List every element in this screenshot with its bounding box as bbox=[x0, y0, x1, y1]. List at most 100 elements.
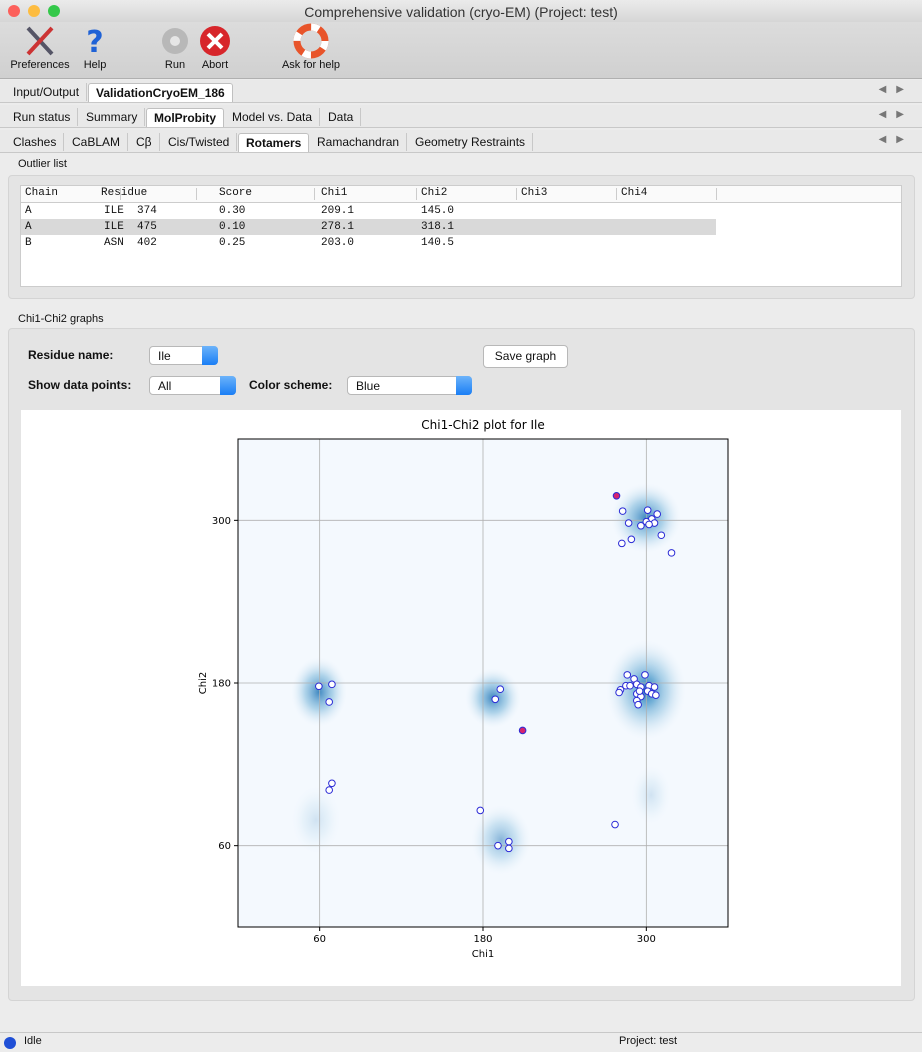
scheme-select[interactable]: Blue bbox=[347, 376, 472, 395]
status-indicator bbox=[4, 1037, 16, 1049]
column-divider bbox=[120, 188, 121, 200]
toolbar-label[interactable]: Help bbox=[83, 59, 107, 71]
save-graph-button[interactable]: Save graph bbox=[483, 345, 568, 368]
data-point bbox=[667, 549, 676, 557]
data-point bbox=[325, 786, 333, 794]
svg-text:?: ? bbox=[86, 25, 103, 60]
ask-help-icon[interactable] bbox=[293, 23, 329, 59]
points-select[interactable]: All bbox=[149, 376, 236, 395]
data-point bbox=[328, 680, 336, 689]
section-label: Outlier list bbox=[18, 158, 67, 170]
x-tick-label: 300 bbox=[637, 934, 656, 945]
data-point bbox=[657, 531, 666, 540]
residue-select[interactable]: Ile bbox=[149, 346, 218, 365]
data-point bbox=[494, 841, 502, 850]
tab[interactable]: Input/Output bbox=[6, 83, 88, 101]
data-point bbox=[496, 685, 505, 694]
tab-bar: ◀▶ Input/Output ValidationCryoEM_186 bbox=[0, 80, 922, 103]
density-blob bbox=[291, 785, 341, 855]
tab[interactable]: Summary bbox=[79, 108, 146, 126]
tab[interactable]: Cis/Twisted bbox=[161, 133, 238, 151]
table-cell: 0.25 bbox=[219, 237, 246, 249]
abort-icon[interactable] bbox=[200, 26, 230, 56]
data-point bbox=[624, 519, 633, 527]
data-point bbox=[634, 700, 642, 709]
data-point bbox=[476, 806, 485, 815]
toolbar-label[interactable]: Abort bbox=[201, 59, 229, 71]
preferences-icon[interactable] bbox=[26, 26, 54, 56]
column-header: Chi2 bbox=[421, 187, 448, 199]
help-icon[interactable]: ? bbox=[86, 25, 103, 60]
column-divider bbox=[314, 188, 315, 200]
table-cell: A bbox=[25, 205, 32, 217]
section-label: Chi1-Chi2 graphs bbox=[18, 313, 104, 325]
zoom-button[interactable] bbox=[48, 5, 60, 17]
toolbar-label[interactable]: Run bbox=[164, 59, 186, 71]
column-header: Score bbox=[219, 187, 253, 199]
data-point bbox=[627, 535, 636, 544]
tab-scroll[interactable]: ◀▶ bbox=[878, 84, 914, 95]
data-point bbox=[612, 491, 621, 500]
minimize-button[interactable] bbox=[28, 5, 40, 17]
title-bar bbox=[0, 0, 922, 22]
points-label: Show data points: bbox=[28, 378, 132, 392]
close-button[interactable] bbox=[8, 5, 20, 17]
plot-frame bbox=[237, 438, 729, 928]
tab[interactable]: ValidationCryoEM_186 bbox=[88, 83, 233, 102]
table-cell: 145.0 bbox=[421, 205, 455, 217]
column-divider bbox=[616, 188, 617, 200]
toolbar-icons: ? bbox=[26, 23, 329, 60]
density-blob bbox=[471, 805, 531, 875]
column-divider bbox=[516, 188, 517, 200]
data-point bbox=[652, 691, 660, 700]
data-point bbox=[518, 726, 527, 735]
tab[interactable]: Model vs. Data bbox=[225, 108, 321, 126]
toolbar-label[interactable]: Preferences bbox=[10, 59, 70, 71]
column-header: Chain bbox=[25, 187, 59, 199]
data-point bbox=[615, 688, 623, 697]
table-cell: 203.0 bbox=[321, 237, 355, 249]
toolbar-label[interactable]: Ask for help bbox=[281, 59, 341, 71]
tab-scroll[interactable]: ◀▶ bbox=[878, 109, 914, 120]
data-point bbox=[623, 671, 632, 679]
tab[interactable]: Ramachandran bbox=[310, 133, 408, 151]
data-point bbox=[618, 507, 627, 515]
tab-bar: ◀▶ Clashes CaBLAM Cβ Cis/Twisted Rotamers Rama… bbox=[0, 130, 922, 153]
tab-scroll[interactable]: ◀▶ bbox=[878, 134, 914, 145]
column-header: Chi1 bbox=[321, 187, 348, 199]
table-cell: 0.10 bbox=[219, 221, 246, 233]
status-bar bbox=[0, 1032, 922, 1052]
data-point bbox=[641, 671, 649, 679]
column-header: Chi3 bbox=[521, 187, 548, 199]
project-text: Project: test bbox=[619, 1035, 678, 1047]
window-title: Comprehensive validation (cryo-EM) (Proj… bbox=[304, 4, 618, 20]
tab[interactable]: Geometry Restraints bbox=[408, 133, 534, 151]
tab[interactable]: Rotamers bbox=[238, 133, 310, 152]
tab[interactable]: Cβ bbox=[129, 133, 160, 151]
selected-row[interactable] bbox=[21, 219, 716, 235]
data-point bbox=[491, 695, 500, 704]
tab[interactable]: Run status bbox=[6, 108, 79, 126]
y-tick-label: 60 bbox=[218, 841, 231, 852]
table-cell: 140.5 bbox=[421, 237, 455, 249]
data-point bbox=[505, 844, 513, 853]
data-point bbox=[637, 521, 645, 530]
tab[interactable]: MolProbity bbox=[146, 108, 224, 127]
status-text: Idle bbox=[24, 1035, 42, 1047]
tab[interactable]: Data bbox=[321, 108, 362, 126]
table-cell: 318.1 bbox=[421, 221, 455, 233]
tab[interactable]: Clashes bbox=[6, 133, 65, 151]
window-controls[interactable] bbox=[0, 0, 70, 22]
y-tick-label: 300 bbox=[212, 516, 231, 527]
tab[interactable]: CaBLAM bbox=[65, 133, 129, 151]
run-icon[interactable] bbox=[162, 28, 188, 54]
data-point bbox=[645, 520, 653, 529]
table-cell: A bbox=[25, 221, 32, 233]
y-tick-label: 180 bbox=[212, 679, 231, 690]
data-point bbox=[635, 687, 644, 695]
scheme-label: Color scheme: bbox=[249, 378, 333, 392]
x-axis-label: Chi1 bbox=[472, 949, 494, 960]
column-header: Residue bbox=[101, 187, 148, 199]
table-cell: ASN 402 bbox=[104, 237, 157, 249]
